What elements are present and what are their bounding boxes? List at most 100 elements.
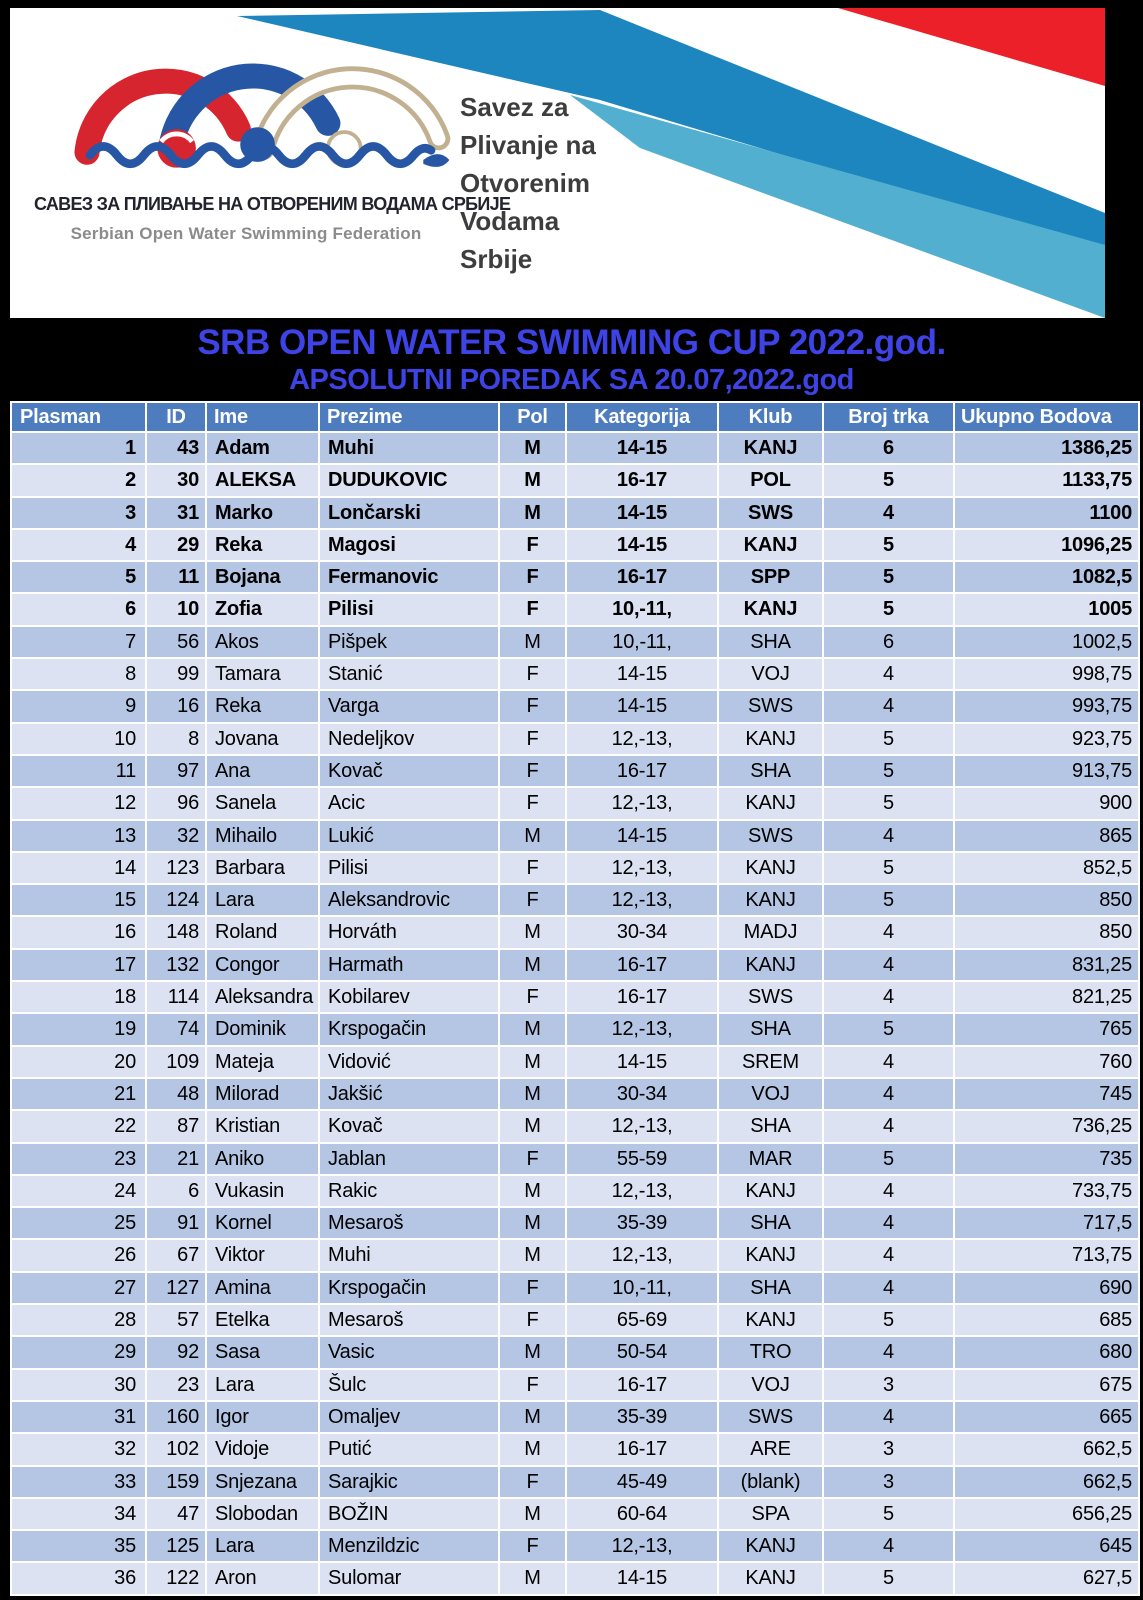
cell-prezime: Pišpek	[320, 626, 500, 660]
cell-ukupno-bodova: 685	[955, 1305, 1140, 1338]
cell-broj-trka: 6	[824, 433, 955, 466]
cell-id: 127	[147, 1272, 207, 1306]
side-line: Otvorenim	[460, 168, 591, 198]
table-row: 24 6 Vukasin Rakic M 12,-13, KANJ 4 733,75	[12, 1175, 1140, 1209]
cell-kategorija: 12,-13,	[567, 723, 719, 756]
table-row: 27 127 Amina Krspogačin F 10,-11, SHA 4 690	[12, 1272, 1140, 1306]
cell-ukupno-bodova: 713,75	[955, 1240, 1140, 1273]
cell-klub: KANJ	[719, 433, 824, 466]
cell-kategorija: 65-69	[567, 1305, 719, 1338]
cell-klub: KANJ	[719, 1240, 824, 1273]
cell-prezime: Pilisi	[320, 594, 500, 627]
cell-kategorija: 30-34	[567, 917, 719, 950]
cell-broj-trka: 4	[824, 982, 955, 1015]
cell-id: 148	[147, 917, 207, 950]
cell-klub: VOJ	[719, 659, 824, 692]
cell-ukupno-bodova: 760	[955, 1046, 1140, 1079]
table-row: 1 43 Adam Muhi M 14-15 KANJ 6 1386,25	[12, 433, 1140, 466]
col-header-broj-trka: Broj trka	[824, 403, 955, 433]
cell-pol: M	[500, 1046, 567, 1079]
cell-id: 96	[147, 788, 207, 821]
cell-ime: Slobodan	[207, 1498, 320, 1532]
cell-pol: M	[500, 820, 567, 853]
cell-prezime: Fermanovic	[320, 562, 500, 595]
cell-klub: POL	[719, 465, 824, 498]
cell-plasman: 34	[12, 1498, 147, 1532]
cell-kategorija: 10,-11,	[567, 594, 719, 627]
main-title: SRB OPEN WATER SWIMMING CUP 2022.god.	[197, 323, 946, 362]
cell-broj-trka: 5	[824, 755, 955, 789]
federation-name-cyrillic: САВЕЗ ЗА ПЛИВАЊЕ НА ОТВОРЕНИМ ВОДАМА СРБ…	[34, 194, 511, 214]
cell-klub: SWS	[719, 1401, 824, 1435]
cell-broj-trka: 5	[824, 788, 955, 821]
table-row: 10 8 Jovana Nedeljkov F 12,-13, KANJ 5 923,75	[12, 723, 1140, 756]
cell-ime: Bojana	[207, 562, 320, 595]
table-row: 18 114 Aleksandra Kobilarev F 16-17 SWS 4 821,25	[12, 982, 1140, 1015]
cell-pol: M	[500, 1434, 567, 1467]
cell-broj-trka: 5	[824, 1143, 955, 1176]
cell-ime: Tamara	[207, 659, 320, 692]
cell-ime: Reka	[207, 691, 320, 724]
cell-kategorija: 10,-11,	[567, 1272, 719, 1306]
cell-broj-trka: 4	[824, 1208, 955, 1241]
table-row: 22 87 Kristian Kovač M 12,-13, SHA 4 736,25	[12, 1111, 1140, 1144]
cell-plasman: 27	[12, 1272, 147, 1306]
cell-id: 43	[147, 433, 207, 466]
cell-id: 124	[147, 885, 207, 918]
cell-pol: F	[500, 594, 567, 627]
cell-id: 109	[147, 1046, 207, 1079]
cell-kategorija: 16-17	[567, 1434, 719, 1467]
table-row: 5 11 Bojana Fermanovic F 16-17 SPP 5 1082,5	[12, 562, 1140, 595]
table-row: 16 148 Roland Horváth M 30-34 MADJ 4 850	[12, 917, 1140, 950]
cell-broj-trka: 5	[824, 1563, 955, 1596]
cell-pol: M	[500, 1208, 567, 1241]
federation-name-side: Savez za Plivanje na Otvorenim Vodama Sr…	[460, 88, 596, 278]
cell-id: 91	[147, 1208, 207, 1241]
cell-kategorija: 55-59	[567, 1143, 719, 1176]
cell-klub: ARE	[719, 1434, 824, 1467]
cell-ukupno-bodova: 662,5	[955, 1434, 1140, 1467]
cell-pol: F	[500, 1305, 567, 1338]
cell-id: 97	[147, 755, 207, 789]
cell-pol: M	[500, 433, 567, 466]
cell-broj-trka: 4	[824, 691, 955, 724]
side-line: Plivanje na	[460, 130, 596, 160]
table-row: 35 125 Lara Menzildzic F 12,-13, KANJ 4 645	[12, 1531, 1140, 1564]
table-row: 30 23 Lara Šulc F 16-17 VOJ 3 675	[12, 1369, 1140, 1402]
cell-id: 8	[147, 723, 207, 756]
cell-ime: Sasa	[207, 1337, 320, 1370]
cell-kategorija: 16-17	[567, 1369, 719, 1402]
col-header-ime: Ime	[207, 403, 320, 433]
cell-ime: Jovana	[207, 723, 320, 756]
cell-kategorija: 30-34	[567, 1078, 719, 1112]
cell-kategorija: 14-15	[567, 1563, 719, 1596]
cell-id: 6	[147, 1175, 207, 1209]
cell-prezime: Lukić	[320, 820, 500, 853]
cell-ime: Milorad	[207, 1078, 320, 1112]
cell-klub: KANJ	[719, 594, 824, 627]
cell-prezime: Stanić	[320, 659, 500, 692]
cell-klub: MADJ	[719, 917, 824, 950]
col-header-plasman: Plasman	[12, 403, 147, 433]
cell-ime: Snjezana	[207, 1466, 320, 1499]
cell-id: 11	[147, 562, 207, 595]
cell-id: 48	[147, 1078, 207, 1112]
cell-klub: (blank)	[719, 1466, 824, 1499]
cell-prezime: Lončarski	[320, 497, 500, 530]
table-row: 17 132 Congor Harmath M 16-17 KANJ 4 831,25	[12, 949, 1140, 983]
cell-prezime: Horváth	[320, 917, 500, 950]
cell-plasman: 4	[12, 529, 147, 563]
cell-broj-trka: 4	[824, 1272, 955, 1306]
cell-prezime: Šulc	[320, 1369, 500, 1402]
cell-ukupno-bodova: 736,25	[955, 1111, 1140, 1144]
cell-plasman: 16	[12, 917, 147, 950]
diagonal-stripes-decoration	[237, 8, 1105, 318]
cell-broj-trka: 5	[824, 594, 955, 627]
cell-plasman: 31	[12, 1401, 147, 1435]
cell-ime: Sanela	[207, 788, 320, 821]
cell-pol: F	[500, 691, 567, 724]
cell-kategorija: 12,-13,	[567, 885, 719, 918]
cell-kategorija: 14-15	[567, 1046, 719, 1079]
cell-id: 47	[147, 1498, 207, 1532]
cell-id: 102	[147, 1434, 207, 1467]
